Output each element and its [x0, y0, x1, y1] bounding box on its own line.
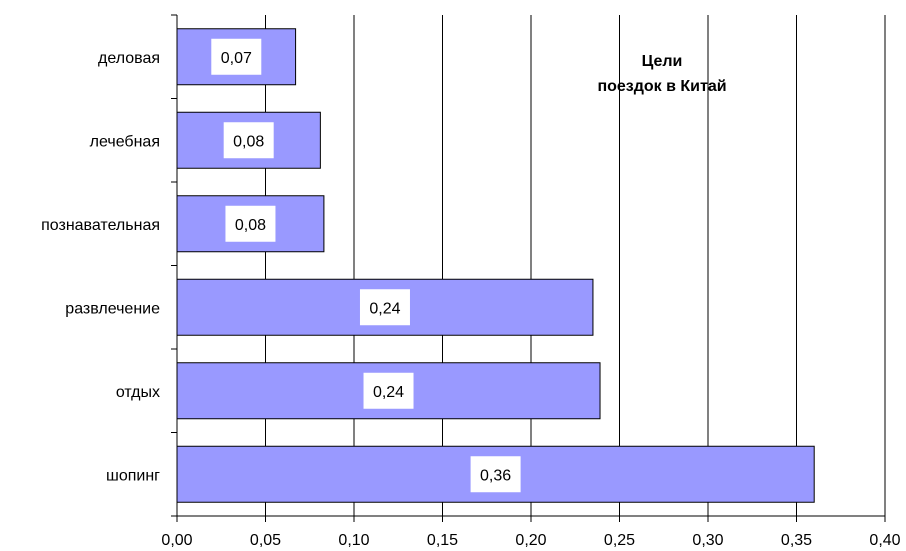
x-tick-label-0: 0,00 — [161, 532, 192, 549]
data-label-box-2 — [225, 205, 276, 242]
category-labels: деловая лечебная познавательная развлечение… — [41, 50, 160, 485]
category-label-3: развлечение — [65, 300, 160, 317]
x-tick-label-7: 0,35 — [781, 532, 812, 549]
data-label-1: 0,08 — [233, 133, 264, 150]
data-label-4: 0,24 — [373, 384, 404, 401]
x-tick-label-3: 0,15 — [427, 532, 458, 549]
chart-title-line-1: Цели — [642, 53, 683, 70]
data-label-5: 0,36 — [480, 467, 511, 484]
category-label-5: шопинг — [106, 467, 160, 484]
category-label-2: познавательная — [41, 217, 160, 234]
gridlines — [265, 15, 886, 516]
data-label-2: 0,08 — [235, 217, 266, 234]
x-tick-label-8: 0,40 — [869, 532, 900, 549]
data-label-box-5 — [470, 456, 521, 493]
data-label-0: 0,07 — [221, 50, 252, 67]
data-label-box-1 — [223, 122, 274, 159]
x-tick-label-4: 0,20 — [515, 532, 546, 549]
category-label-0: деловая — [98, 50, 160, 67]
bars — [176, 28, 815, 503]
axes — [171, 14, 886, 522]
data-label-3: 0,24 — [369, 300, 400, 317]
category-label-4: отдых — [116, 384, 160, 401]
data-label-box-3 — [359, 289, 410, 326]
data-label-box-0 — [211, 38, 262, 75]
x-tick-label-1: 0,05 — [250, 532, 281, 549]
x-tick-labels: 0,00 0,05 0,10 0,15 0,20 0,25 0,30 0,35 0,40 — [161, 532, 900, 549]
chart-title-line-2: поездок в Китай — [597, 78, 726, 95]
x-tick-label-6: 0,30 — [692, 532, 723, 549]
x-tick-label-5: 0,25 — [604, 532, 635, 549]
data-labels: 0,07 0,08 0,08 0,24 0,24 0,36 — [211, 38, 521, 493]
data-label-box-4 — [363, 372, 414, 409]
x-tick-label-2: 0,10 — [338, 532, 369, 549]
category-label-1: лечебная — [90, 133, 160, 150]
